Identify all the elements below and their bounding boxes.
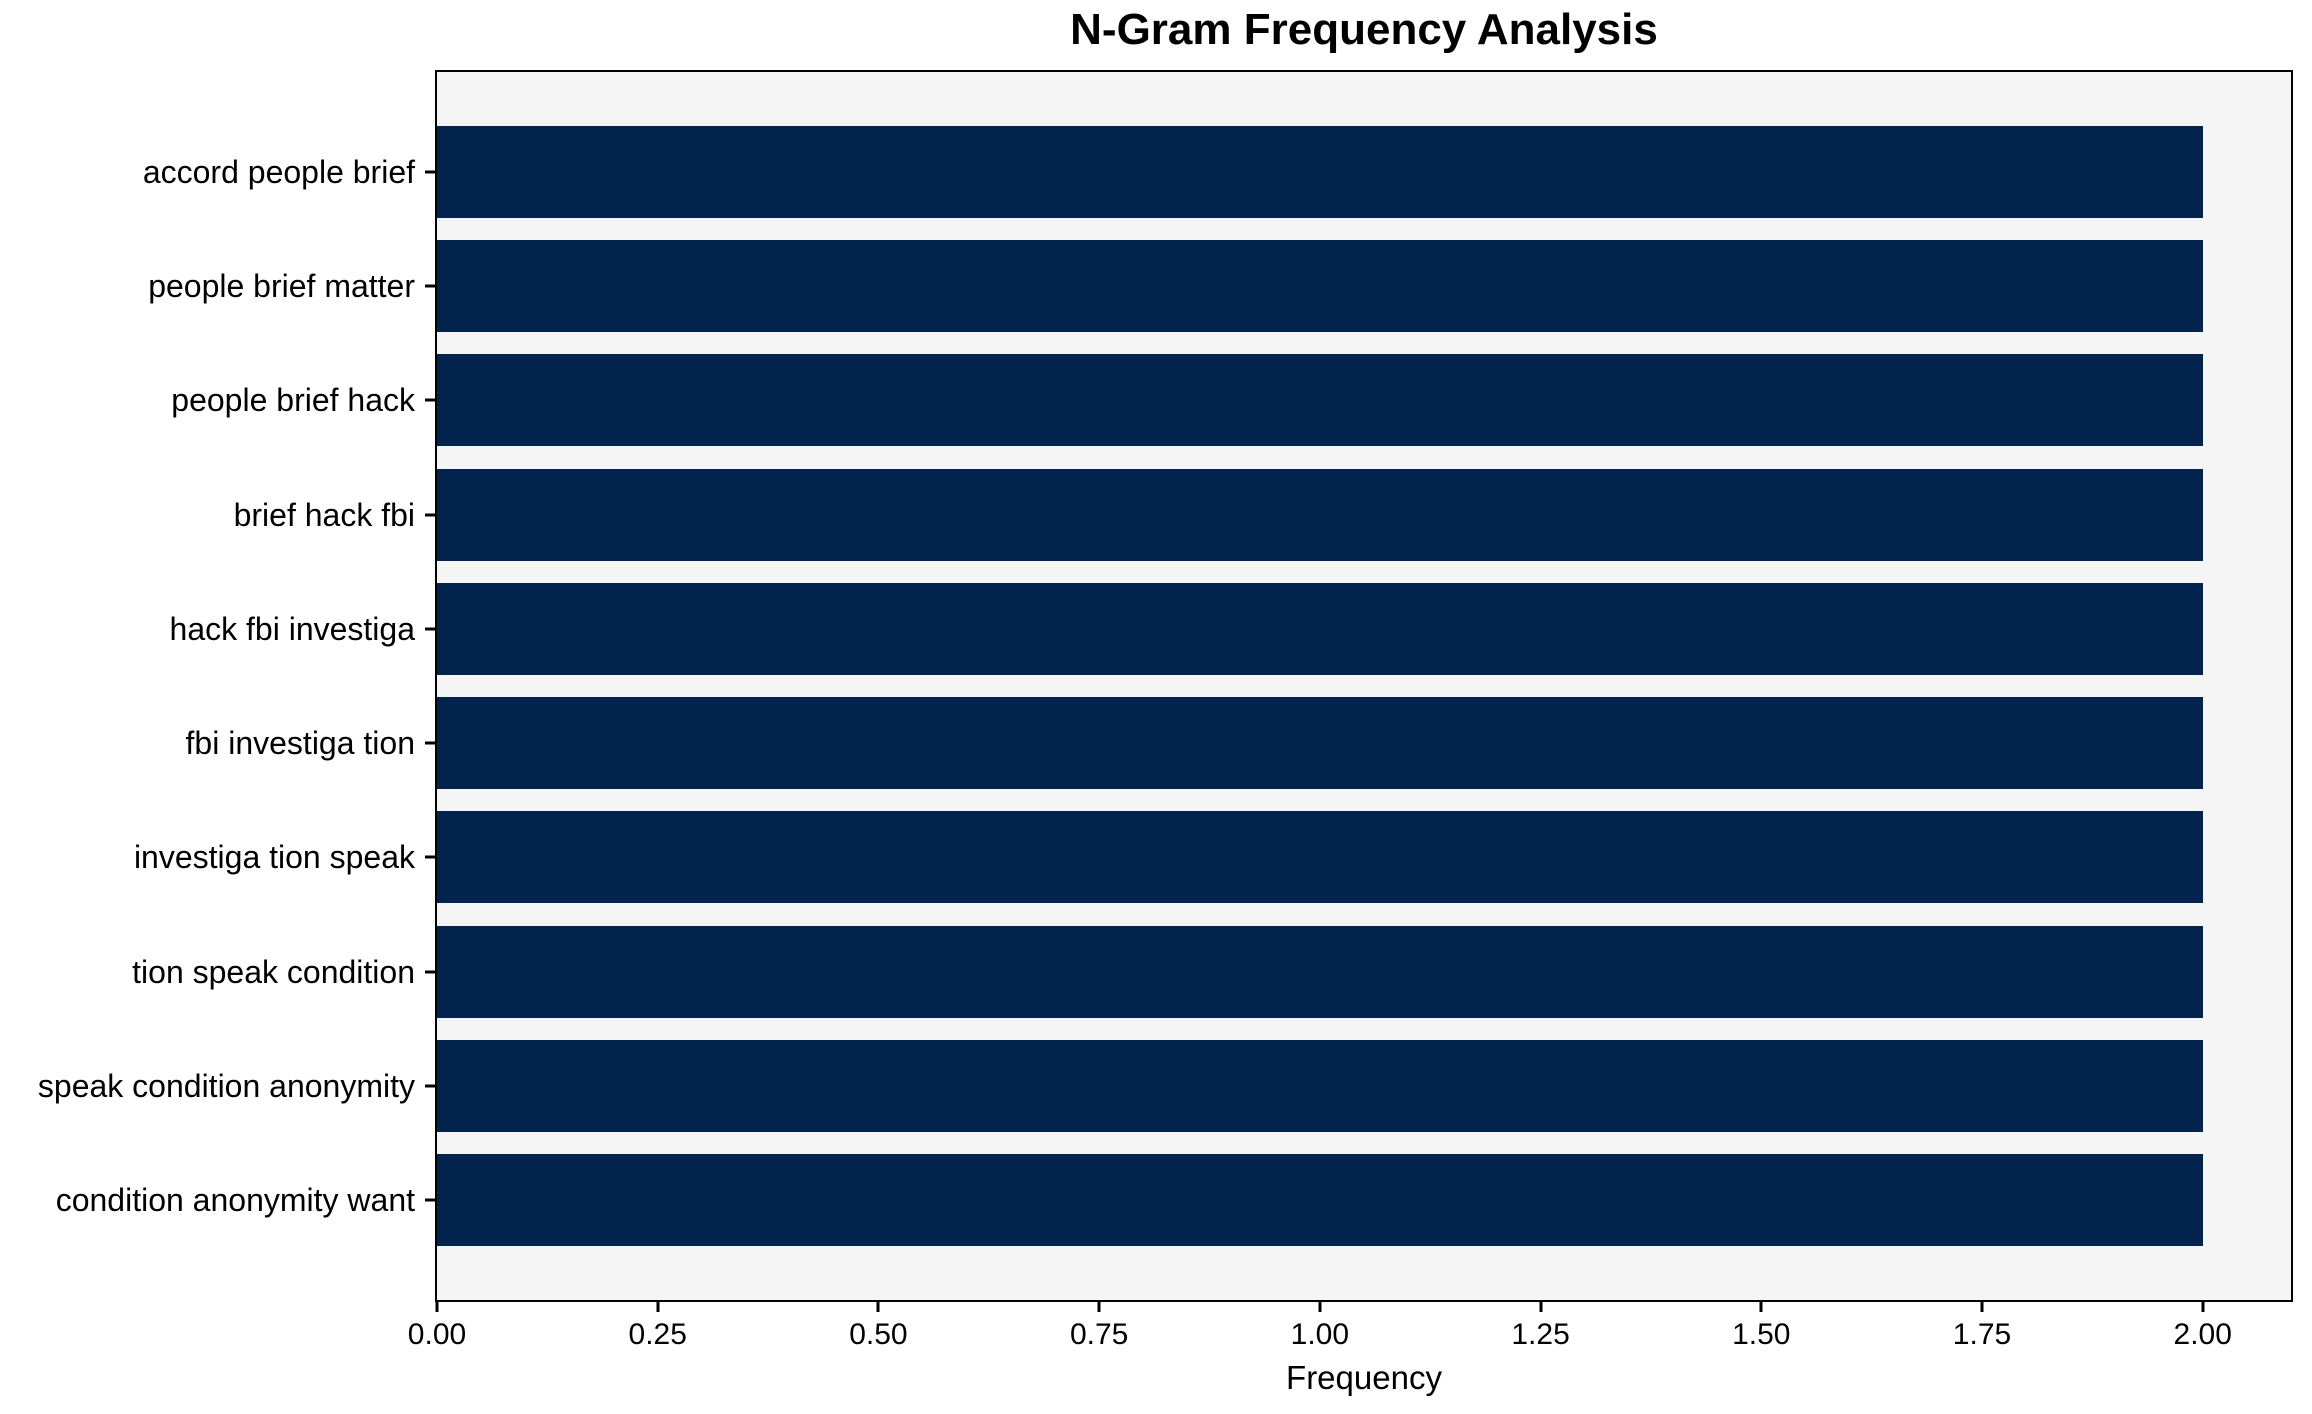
x-tick-label: 0.25 (628, 1318, 687, 1351)
x-tick-mark (656, 1302, 660, 1312)
x-tick-label: 1.50 (1732, 1318, 1791, 1351)
y-axis-category-label: people brief hack (171, 382, 415, 419)
y-tick-mark (425, 741, 435, 745)
frequency-bar (437, 1039, 2203, 1132)
bars-container: accord people brief people brief matter pe… (38, 72, 2291, 1300)
y-tick-mark (425, 627, 435, 631)
bar-row: speak condition anonymity (38, 1039, 2291, 1132)
bar-row: investiga tion speak (134, 811, 2291, 904)
frequency-bar (437, 468, 2203, 561)
x-tick-label: 1.75 (1952, 1318, 2012, 1351)
y-axis-category-label: speak condition anonymity (37, 1067, 415, 1104)
y-tick-mark (425, 513, 435, 517)
y-tick-mark (425, 1198, 435, 1202)
y-tick-mark (425, 970, 435, 974)
frequency-bar (437, 811, 2203, 904)
x-axis-label: Frequency (1286, 1359, 1442, 1396)
x-tick-mark (876, 1302, 880, 1312)
x-tick-mark (1097, 1302, 1101, 1312)
frequency-bar (437, 925, 2203, 1018)
x-tick-mark (1759, 1302, 1763, 1312)
plot-area: accord people brief people brief matter pe… (38, 70, 2293, 1302)
y-axis-category-label: accord people brief (142, 154, 415, 190)
y-axis-category-label: brief hack fbi (233, 496, 415, 533)
x-tick-mark (1318, 1302, 1322, 1312)
x-tick-label: 0.50 (849, 1318, 908, 1351)
y-tick-mark (425, 284, 435, 288)
x-axis: 0.00 0.25 0.50 0.75 1.00 1.25 1.50 1.75 2.00 (408, 1302, 2291, 1372)
y-tick-mark (425, 170, 435, 174)
chart-title: N-Gram Frequency Analysis (1070, 5, 1658, 54)
y-tick-mark (425, 1084, 435, 1088)
x-tick-label: 0.75 (1069, 1318, 1129, 1351)
frequency-bar (437, 1153, 2203, 1246)
y-axis-category-label: investiga tion speak (133, 839, 415, 876)
frequency-bar (437, 240, 2203, 333)
x-tick-label: 2.00 (2173, 1318, 2232, 1351)
bar-row: brief hack fbi (234, 468, 2291, 561)
y-axis-category-label: hack fbi investiga (169, 610, 415, 647)
y-tick-mark (425, 855, 435, 859)
x-tick-mark (2201, 1302, 2205, 1312)
frequency-bar (437, 354, 2203, 447)
y-axis-category-label: condition anonymity want (55, 1181, 415, 1218)
bar-row: people brief hack (171, 354, 2291, 447)
x-tick-mark (1539, 1302, 1543, 1312)
bar-row: fbi investiga tion (186, 697, 2291, 790)
x-tick-label: 1.25 (1511, 1318, 1570, 1351)
x-tick-mark (1980, 1302, 1984, 1312)
frequency-bar (437, 697, 2203, 790)
bar-row: tion speak condition (132, 925, 2291, 1018)
frequency-bar (437, 126, 2203, 218)
bar-row: hack fbi investiga (170, 582, 2291, 675)
y-axis-category-label: people brief matter (148, 268, 415, 305)
x-tick-label: 0.00 (407, 1318, 467, 1351)
y-axis-category-label: tion speak condition (132, 953, 415, 990)
bar-row: people brief matter (148, 240, 2291, 333)
frequency-bar (437, 582, 2203, 675)
y-axis-category-label: fbi investiga tion (185, 725, 415, 762)
bar-row: accord people brief (143, 126, 2291, 218)
x-tick-mark (435, 1302, 439, 1312)
y-tick-mark (425, 398, 435, 402)
bar-row: condition anonymity want (56, 1153, 2291, 1246)
x-tick-label: 1.00 (1290, 1318, 1350, 1351)
